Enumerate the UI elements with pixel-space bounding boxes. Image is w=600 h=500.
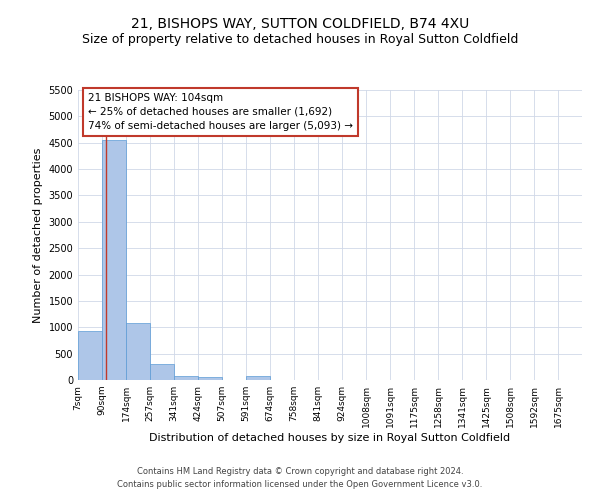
Text: Size of property relative to detached houses in Royal Sutton Coldfield: Size of property relative to detached ho…: [82, 32, 518, 46]
Bar: [246, 376, 270, 380]
Text: 21 BISHOPS WAY: 104sqm
← 25% of detached houses are smaller (1,692)
74% of semi-: 21 BISHOPS WAY: 104sqm ← 25% of detached…: [88, 93, 353, 131]
X-axis label: Distribution of detached houses by size in Royal Sutton Coldfield: Distribution of detached houses by size …: [149, 432, 511, 442]
Bar: [102, 140, 126, 380]
Bar: [198, 376, 222, 380]
Text: 21, BISHOPS WAY, SUTTON COLDFIELD, B74 4XU: 21, BISHOPS WAY, SUTTON COLDFIELD, B74 4…: [131, 18, 469, 32]
Text: Contains public sector information licensed under the Open Government Licence v3: Contains public sector information licen…: [118, 480, 482, 489]
Y-axis label: Number of detached properties: Number of detached properties: [33, 148, 43, 322]
Bar: [174, 376, 198, 380]
Bar: [78, 332, 102, 380]
Bar: [126, 324, 150, 380]
Text: Contains HM Land Registry data © Crown copyright and database right 2024.: Contains HM Land Registry data © Crown c…: [137, 467, 463, 476]
Bar: [150, 364, 174, 380]
